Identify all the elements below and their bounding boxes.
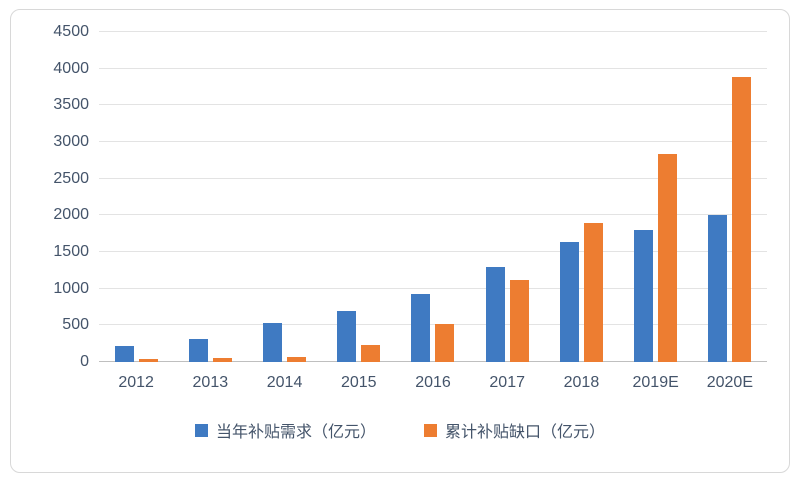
bar	[114, 345, 134, 362]
bar	[287, 356, 307, 362]
gridline	[99, 31, 767, 32]
x-axis-tick-label: 2016	[415, 374, 451, 391]
bar-group	[99, 32, 173, 362]
bar	[138, 359, 158, 362]
legend-label-series2: 累计补贴缺口（亿元）	[445, 424, 606, 441]
x-axis-tick-label: 2017	[489, 374, 525, 391]
x-axis-tick-label: 2019E	[632, 374, 679, 391]
gridline	[99, 177, 767, 179]
x-axis-labels: 2012 2013 2014 2015 2016 2017 2018 2019E 2020E	[99, 374, 767, 392]
gridline	[99, 141, 767, 142]
y-axis-tick-label: 0	[80, 353, 89, 370]
plot-area: 0 500 1000 1500 2000 2500 3000 3500 4000 4500	[53, 23, 767, 370]
y-axis-tick-label: 2000	[53, 206, 89, 224]
legend-swatch-orange	[424, 423, 437, 437]
gridline	[99, 251, 767, 252]
bar	[212, 357, 232, 362]
bar	[708, 215, 728, 362]
bar-group	[173, 32, 247, 362]
gridline	[99, 104, 767, 106]
bar	[361, 345, 381, 362]
legend-item-series1: 当年补贴需求（亿元）	[194, 418, 376, 442]
bar-group	[247, 32, 321, 362]
gridline	[99, 214, 767, 216]
gridline	[99, 67, 767, 69]
bar-group	[544, 32, 618, 362]
gridline	[99, 324, 767, 326]
bar	[485, 266, 505, 362]
chart-legend: 当年补贴需求（亿元） 累计补贴缺口（亿元）	[11, 418, 789, 442]
x-axis-tick-label: 2014	[266, 374, 303, 391]
bar	[732, 77, 752, 362]
y-axis-tick-label: 1500	[53, 243, 89, 260]
bar-group	[693, 32, 767, 362]
bar	[509, 279, 529, 362]
legend-swatch-blue	[194, 423, 208, 437]
y-axis-tick-label: 4000	[53, 59, 89, 77]
bar-group	[619, 32, 693, 362]
y-axis-tick-label: 1000	[53, 279, 89, 297]
bar	[411, 293, 431, 362]
x-axis-tick-label: 2015	[340, 374, 377, 391]
bar	[263, 323, 283, 362]
bar-group	[322, 32, 396, 362]
bar-group	[396, 32, 470, 362]
bar	[658, 154, 678, 362]
x-axis-tick-label: 2020E	[706, 374, 753, 391]
y-axis-tick-label: 2500	[53, 169, 89, 187]
x-axis-tick-label: 2012	[118, 374, 154, 391]
y-axis-tick-label: 500	[62, 316, 89, 334]
bar	[337, 310, 357, 362]
bar	[583, 222, 603, 362]
legend-item-series2: 累计补贴缺口（亿元）	[424, 418, 605, 442]
y-axis-tick-label: 4500	[53, 23, 89, 40]
gridline	[99, 361, 767, 362]
bar-groups	[99, 32, 767, 362]
x-axis-tick-label: 2018	[563, 374, 600, 391]
legend-label-series1: 当年补贴需求（亿元）	[215, 424, 376, 441]
bar	[559, 242, 579, 362]
gridline	[99, 287, 767, 289]
y-axis-tick-label: 3500	[53, 96, 89, 114]
bar	[188, 338, 208, 362]
y-axis-tick-label: 3000	[53, 133, 89, 150]
x-axis-tick-label: 2013	[192, 374, 229, 391]
bar	[435, 323, 455, 362]
chart-frame: 0 500 1000 1500 2000 2500 3000 3500 4000 4500 201…	[10, 9, 790, 473]
bar	[634, 230, 654, 362]
bar-group	[470, 32, 544, 362]
